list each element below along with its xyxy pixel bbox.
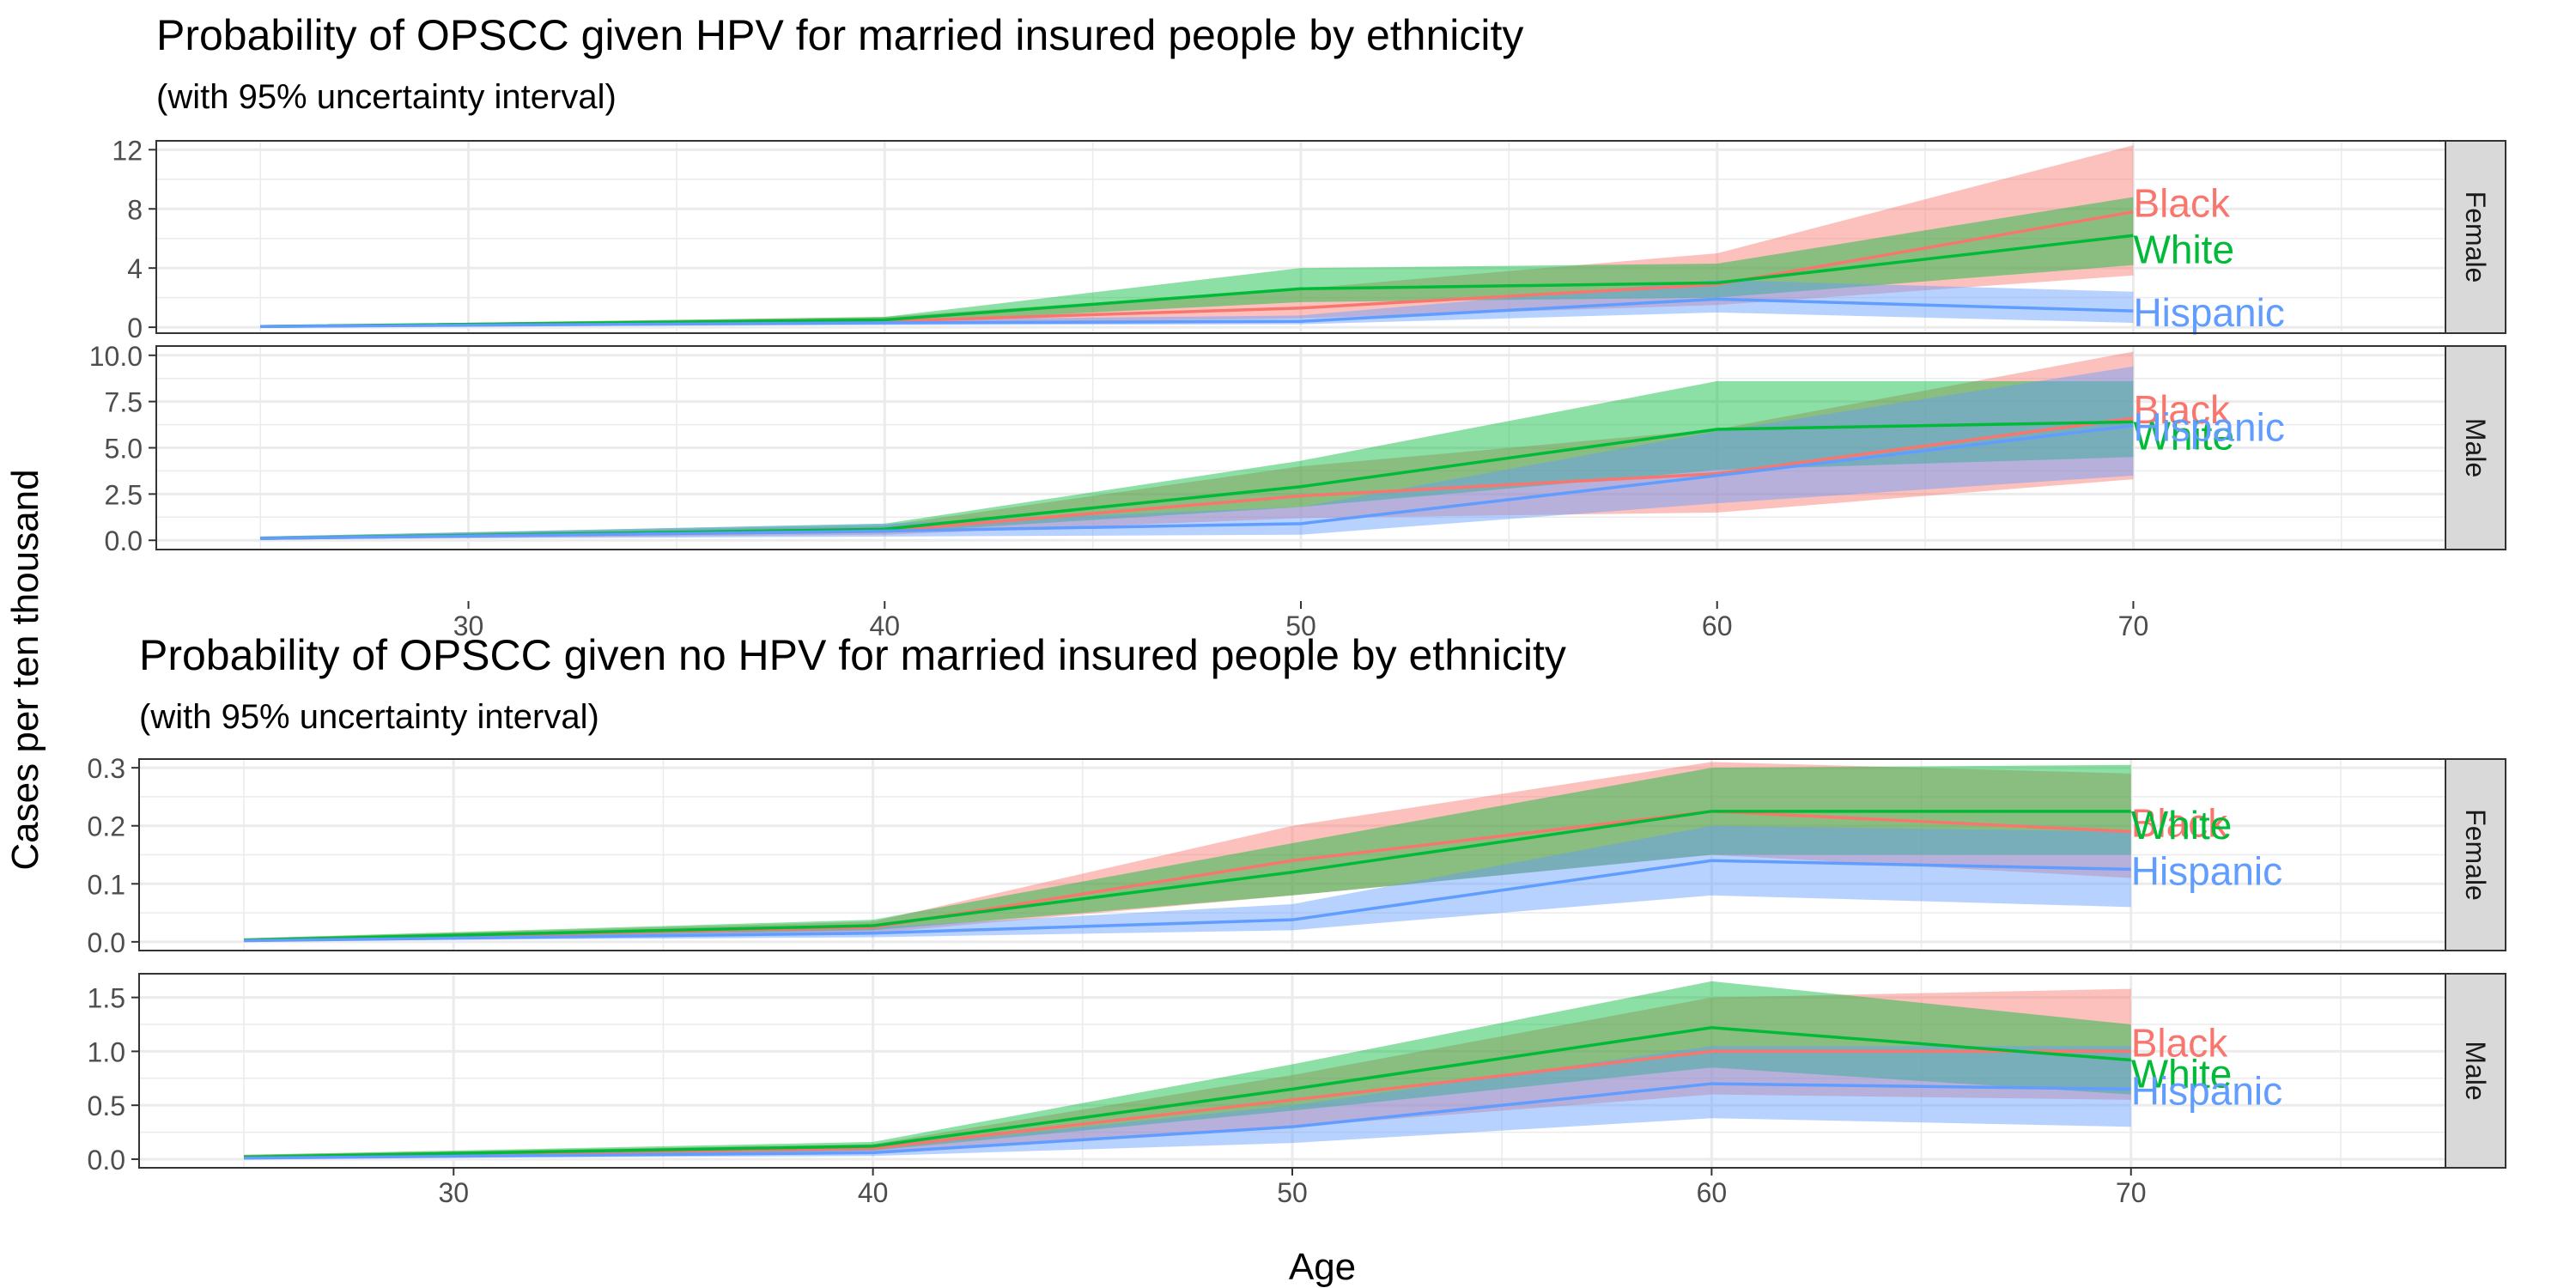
y-tick-label: 10.0 [89, 341, 143, 372]
ribbon-white [244, 764, 2131, 942]
series-label-black: Black [2131, 1020, 2228, 1065]
y-tick-label: 0.5 [88, 1091, 125, 1121]
series-label-hispanic: Hispanic [2131, 848, 2282, 893]
facet-strip [2445, 140, 2506, 334]
series-label-hispanic: Hispanic [2131, 1068, 2282, 1113]
ribbon-hispanic [260, 366, 2134, 540]
series-line-white [260, 234, 2134, 328]
series-label-hispanic: Hispanic [2133, 290, 2284, 335]
x-tick-label: 60 [1702, 611, 1733, 641]
y-tick-label: 0.3 [88, 753, 125, 784]
ribbon-black [244, 988, 2131, 1158]
y-tick-label: 0.0 [88, 927, 125, 958]
y-axis-label: Cases per ten thousand [4, 469, 46, 870]
facet-strip-label: Female [2460, 191, 2491, 283]
ribbon-black [260, 145, 2134, 327]
x-tick-label: 40 [869, 611, 900, 641]
plot-subtitle: (with 95% uncertainty interval) [139, 698, 599, 736]
ribbon-hispanic [244, 825, 2131, 942]
ribbon-hispanic [260, 279, 2134, 327]
x-tick-label: 40 [858, 1177, 889, 1208]
y-tick-label: 5.0 [105, 434, 143, 465]
facet-strip-label: Male [2460, 418, 2491, 477]
plot-title: Probability of OPSCC given HPV for marri… [156, 11, 1523, 59]
series-label-white: White [2133, 227, 2234, 271]
y-tick-label: 1.5 [88, 983, 125, 1014]
y-tick-label: 0.1 [88, 869, 125, 900]
y-tick-label: 4 [127, 253, 143, 284]
x-tick-label: 70 [2118, 611, 2149, 641]
y-tick-label: 7.5 [105, 387, 143, 418]
x-axis-label: Age [1289, 1246, 1356, 1288]
ribbon-white [244, 981, 2131, 1158]
plot-title: Probability of OPSCC given no HPV for ma… [139, 631, 1566, 679]
y-tick-label: 0.2 [88, 811, 125, 842]
x-tick-label: 70 [2116, 1177, 2147, 1208]
plot-1: Probability of OPSCC given HPV for marri… [89, 11, 2506, 641]
series-line-white [244, 810, 2131, 942]
y-tick-label: 1.0 [88, 1036, 125, 1067]
series-label-white: White [2131, 1051, 2233, 1096]
ribbon-black [260, 351, 2134, 540]
series-line-hispanic [244, 859, 2131, 943]
plot-2: Probability of OPSCC given no HPV for ma… [88, 631, 2506, 1208]
y-tick-label: 12 [112, 135, 143, 166]
facet-strip [2445, 973, 2506, 1169]
facet-strip [2445, 345, 2506, 550]
facet-strip-label: Female [2460, 809, 2491, 901]
series-label-black: Black [2133, 181, 2230, 226]
series-label-hispanic: Hispanic [2133, 405, 2284, 450]
x-tick-label: 60 [1697, 1177, 1728, 1208]
y-tick-label: 8 [127, 194, 143, 225]
plots-group: Probability of OPSCC given HPV for marri… [88, 11, 2506, 1208]
facet-strip-label: Male [2460, 1041, 2491, 1100]
ribbon-white [260, 197, 2134, 327]
series-label-white: White [2131, 803, 2233, 848]
ribbon-black [244, 762, 2131, 942]
series-line-hispanic [260, 297, 2134, 328]
x-tick-label: 50 [1277, 1177, 1308, 1208]
facet-strip [2445, 758, 2506, 951]
series-label-black: Black [2131, 800, 2228, 845]
series-line-hispanic [260, 423, 2134, 540]
series-line-white [244, 1026, 2131, 1159]
series-label-white: White [2133, 413, 2234, 458]
series-line-hispanic [244, 1082, 2131, 1160]
ribbon-hispanic [244, 1046, 2131, 1159]
plot-subtitle: (with 95% uncertainty interval) [156, 78, 617, 116]
series-label-black: Black [2133, 387, 2230, 432]
x-tick-label: 50 [1285, 611, 1316, 641]
y-tick-label: 0 [127, 313, 143, 343]
x-tick-label: 30 [453, 611, 484, 641]
y-tick-label: 0.0 [105, 526, 143, 556]
x-tick-label: 30 [438, 1177, 469, 1208]
y-tick-label: 0.0 [88, 1145, 125, 1176]
ribbon-white [260, 380, 2134, 540]
y-tick-label: 2.5 [105, 479, 143, 510]
